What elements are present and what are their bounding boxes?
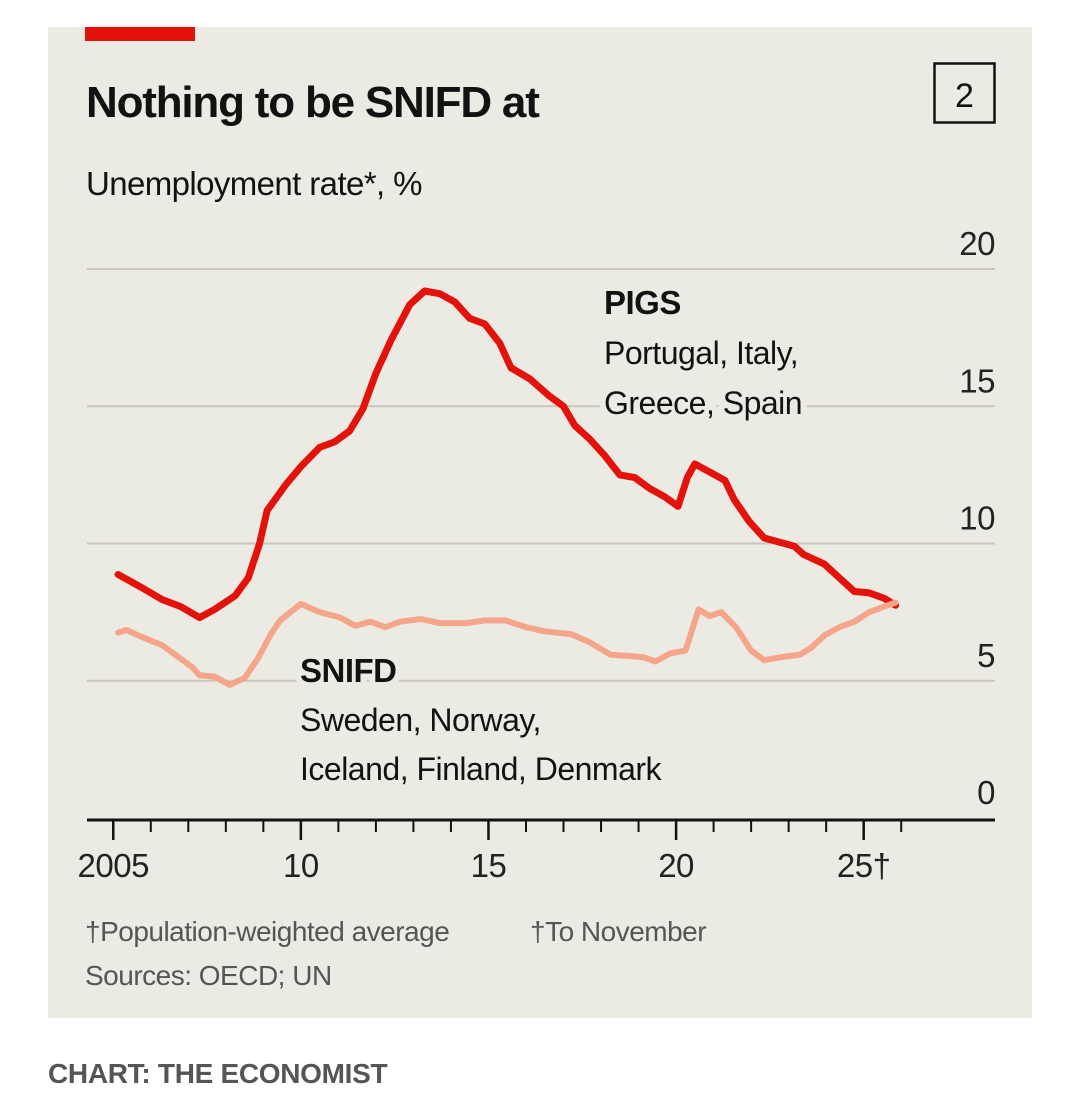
annotation: Portugal, Italy, — [604, 335, 798, 371]
x-tick-label: 15 — [471, 847, 507, 884]
series-line — [115, 599, 899, 688]
source: Sources: OECD; UN — [85, 960, 332, 991]
footnote: †Population-weighted average — [85, 916, 449, 947]
red-tag — [85, 27, 195, 41]
annotations: PIGS Portugal, Italy, Greece, Spain SNIFD Sw… — [294, 278, 809, 793]
annotation: Greece, Spain — [604, 385, 802, 421]
x-axis: 2005 10 15 20 25† — [78, 818, 995, 884]
y-tick-label: 0 — [977, 774, 995, 811]
chart-title: Nothing to be SNIFD at — [86, 78, 540, 127]
grid: 0 5 10 15 20 — [87, 225, 996, 811]
series-line — [114, 287, 900, 622]
x-tick-label: 25† — [837, 847, 891, 884]
y-tick-label: 10 — [959, 500, 995, 537]
annotation: Iceland, Finland, Denmark — [300, 751, 663, 787]
x-tick-label: 10 — [283, 847, 319, 884]
y-tick-label: 15 — [959, 362, 995, 399]
credit: CHART: THE ECONOMIST — [48, 1058, 388, 1089]
plot — [114, 287, 900, 688]
x-tick-label: 20 — [658, 847, 694, 884]
chart-subtitle: Unemployment rate*, % — [86, 165, 422, 202]
legend-label: SNIFD — [300, 652, 397, 689]
panel-number: 2 — [955, 77, 974, 115]
legend-label: PIGS — [604, 284, 681, 321]
panel-number-box — [933, 62, 996, 124]
annotation: Sweden, Norway, — [300, 702, 541, 738]
y-tick-label: 5 — [977, 637, 995, 674]
panel — [48, 27, 1032, 1018]
y-tick-label: 20 — [959, 225, 995, 262]
x-tick-label: 2005 — [78, 847, 149, 884]
footnote: †To November — [530, 916, 706, 947]
